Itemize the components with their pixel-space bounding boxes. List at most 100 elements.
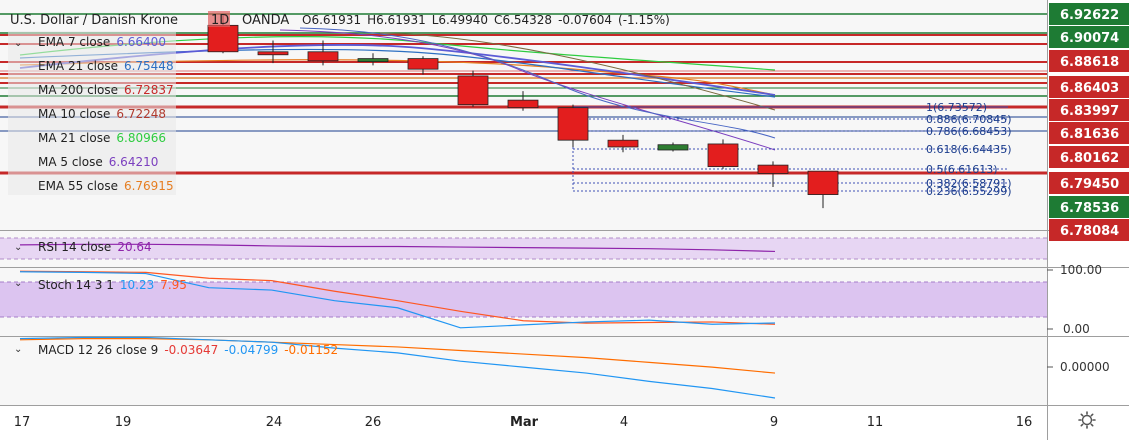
rsi-label: RSI 14 close <box>38 240 111 254</box>
macd-signal-line <box>19 338 776 374</box>
candle-body-down <box>257 51 289 56</box>
time-tick-label: 16 <box>1016 415 1033 430</box>
candle-body-down <box>507 99 539 109</box>
price-label-bg <box>1049 146 1129 168</box>
price-label: 6.86403 <box>1049 76 1129 98</box>
candle-body-up <box>657 144 689 151</box>
price-label: 6.92622 <box>1049 3 1129 25</box>
stoch-legend[interactable]: Stoch 14 3 1 10.23 7.95 <box>38 278 187 292</box>
price-label-text: 6.92622 <box>1060 8 1119 23</box>
price-label-text: 6.78536 <box>1060 201 1119 216</box>
price-label: 6.81636 <box>1049 122 1129 144</box>
price-label-bg <box>1049 76 1129 98</box>
candles <box>207 15 839 209</box>
fib-level-label: 1(6.73572) <box>926 101 987 114</box>
legend-row[interactable]: EMA 7 close 6.66400 <box>38 35 166 49</box>
price-label-bg <box>1049 196 1129 218</box>
rsi-collapse-icon[interactable]: ⌄ <box>14 242 22 253</box>
candle-body-down <box>457 75 489 106</box>
fib-level-label: 0.618(6.64435) <box>926 143 1012 156</box>
time-tick-label: 19 <box>115 415 132 430</box>
price-label-text: 6.80162 <box>1060 151 1119 166</box>
chart-header: U.S. Dollar / Danish Krone 1D OANDA O6.6… <box>10 11 670 28</box>
price-label-bg <box>1049 219 1129 241</box>
ma-5-line <box>279 29 776 151</box>
candle-body-down <box>707 143 739 168</box>
price-label: 6.78536 <box>1049 196 1129 218</box>
legend-value: 6.72837 <box>124 83 174 97</box>
price-label-bg <box>1049 99 1129 121</box>
candle <box>457 70 489 107</box>
legend-label: MA 200 close <box>38 83 118 97</box>
fib-level-label: 0.382(6.58791) <box>926 177 1012 190</box>
time-axis[interactable]: 17 19 24 26 Mar 4 9 11 16 <box>14 415 1033 430</box>
candle-body-down <box>407 58 439 70</box>
legend-row[interactable]: EMA 21 close 6.75448 <box>38 59 174 73</box>
macd-axis-0: 0.00000 <box>1060 360 1110 374</box>
price-label-text: 6.88618 <box>1060 55 1119 70</box>
stoch-label: Stoch 14 3 1 <box>38 278 114 292</box>
candle-body-down <box>607 139 639 148</box>
candle <box>757 161 789 188</box>
gear-icon[interactable] <box>1078 411 1096 429</box>
price-label-text: 6.78084 <box>1060 224 1119 239</box>
legend-row[interactable]: MA 21 close 6.80966 <box>38 131 166 145</box>
symbol-title[interactable]: U.S. Dollar / Danish Krone <box>10 13 178 28</box>
time-tick-label: 24 <box>266 415 283 430</box>
high-value: 6.61931 <box>376 13 426 27</box>
fib-level-label: 0.886(6.70845) <box>926 113 1012 126</box>
macd-label: MACD 12 26 close 9 <box>38 343 158 357</box>
interval[interactable]: 1D <box>211 13 229 28</box>
fib-level-label: 0.236(6.55299) <box>926 185 1012 198</box>
price-axis[interactable]: 6.92622 6.90074 6.88618 6.86403 6.83997 6.816… <box>1049 3 1129 241</box>
legend-label: EMA 21 close <box>38 59 118 73</box>
macd-collapse-icon[interactable]: ⌄ <box>14 344 22 355</box>
rsi-value: 20.64 <box>117 240 151 254</box>
candle <box>707 139 739 169</box>
stoch-collapse-icon[interactable]: ⌄ <box>14 278 22 289</box>
time-tick-label: Mar <box>510 415 539 430</box>
rsi-band <box>0 238 1047 259</box>
candle <box>507 91 539 111</box>
legend-label: MA 5 close <box>38 155 103 169</box>
candle-body-down <box>307 51 339 62</box>
time-tick-label: 9 <box>770 415 778 430</box>
interval-highlight <box>208 11 230 27</box>
legend-row[interactable]: MA 10 close 6.72248 <box>38 107 166 121</box>
candle-body-down <box>757 164 789 174</box>
candle-body-up <box>357 58 389 62</box>
fib-retracement[interactable]: 1(6.73572)0.886(6.70845)0.786(6.68453) 0.… <box>572 101 1012 198</box>
stoch-k-line <box>19 271 776 329</box>
macd-signal-value: -0.01152 <box>284 343 338 357</box>
legend-value: 6.80966 <box>116 131 166 145</box>
ma-200-line <box>379 32 776 111</box>
price-label-bg <box>1049 26 1129 48</box>
legend-label: EMA 7 close <box>38 35 110 49</box>
candle <box>557 104 589 147</box>
data-source: OANDA <box>242 13 289 28</box>
time-tick-label: 11 <box>867 415 884 430</box>
macd-pane-bg <box>0 337 1047 405</box>
candle <box>307 40 339 66</box>
price-label-text: 6.83997 <box>1060 104 1119 119</box>
legend-row[interactable]: MA 200 close 6.72837 <box>38 83 174 97</box>
price-label-bg <box>1049 50 1129 72</box>
price-label-text: 6.79450 <box>1060 177 1119 192</box>
stoch-d-line <box>19 270 776 325</box>
rsi-legend[interactable]: RSI 14 close 20.64 <box>38 240 152 254</box>
legend-value: 6.72248 <box>116 107 166 121</box>
candle-body-down <box>557 107 589 141</box>
macd-value: -0.04799 <box>224 343 278 357</box>
legend-row[interactable]: EMA 55 close 6.76915 <box>38 179 174 193</box>
collapse-chevron-icon[interactable]: ⌄ <box>14 38 22 49</box>
candle <box>207 15 239 54</box>
open-value: 6.61931 <box>311 13 361 27</box>
time-tick-label: 26 <box>365 415 382 430</box>
legend-row[interactable]: MA 5 close 6.64210 <box>38 155 158 169</box>
legend-value: 6.75448 <box>124 59 174 73</box>
fib-level-label: 0.786(6.68453) <box>926 125 1012 138</box>
price-label-text: 6.86403 <box>1060 81 1119 96</box>
macd-legend[interactable]: MACD 12 26 close 9 -0.03647 -0.04799 -0.011… <box>38 343 338 357</box>
close-label: C <box>494 13 502 27</box>
